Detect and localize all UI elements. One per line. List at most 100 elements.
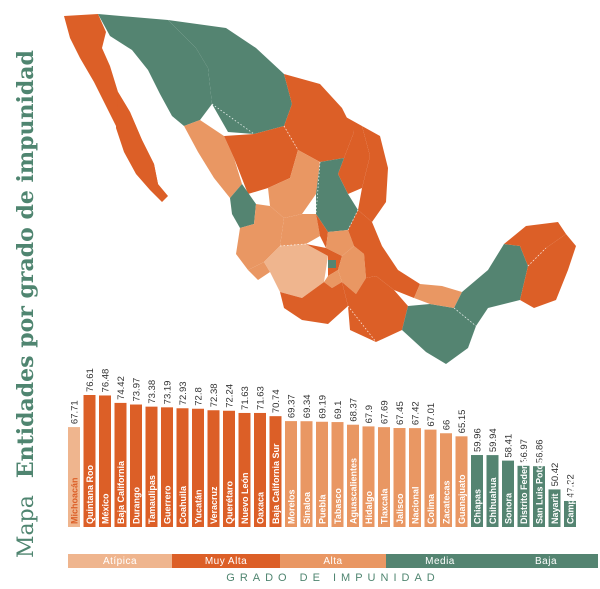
bar-12 xyxy=(254,412,266,527)
bar-value-label: 72.8 xyxy=(194,387,205,406)
map-region-chiapas xyxy=(402,304,476,364)
bar-29 xyxy=(517,465,530,527)
legend-item-atipica: Atípica xyxy=(68,554,172,568)
bar-category-label: Quintana Roo xyxy=(85,465,95,524)
map-region-guanajuato xyxy=(280,214,320,246)
bar-category-label: Yucatán xyxy=(194,489,204,524)
bar-27 xyxy=(486,455,499,527)
bar-6 xyxy=(161,407,173,527)
bar-14 xyxy=(285,421,297,527)
bar-category-label: Morelos xyxy=(287,489,297,524)
bar-category-label: Jalisco xyxy=(395,493,405,524)
bar-3 xyxy=(114,402,127,527)
bar-28 xyxy=(502,460,514,527)
bar-value-label: 70.74 xyxy=(271,389,282,413)
bar-value-label: 56.97 xyxy=(519,439,530,463)
bar-category-label: Tabasco xyxy=(333,488,343,524)
bar-value-label: 56.86 xyxy=(535,439,546,463)
bar-value-label: 47.22 xyxy=(566,474,577,498)
bar-value-label: 50.42 xyxy=(550,463,561,487)
map-region-oaxaca xyxy=(342,276,408,342)
bar-category-label: Durango xyxy=(132,487,142,525)
bar-value-label: 68.37 xyxy=(349,398,360,422)
bar-category-label: Baja California xyxy=(116,460,126,524)
map-region-veracruz xyxy=(348,210,420,298)
bar-10 xyxy=(223,410,235,527)
bar-17 xyxy=(331,422,344,527)
bar-category-label: Guanajuato xyxy=(457,474,467,524)
bar-32 xyxy=(564,500,576,527)
bar-19 xyxy=(362,426,375,527)
legend-title: GRADO DE IMPUNIDAD xyxy=(226,572,440,584)
bar-value-label: 67.71 xyxy=(70,400,81,424)
legend-bar: Atípica Muy Alta Alta Media Baja xyxy=(68,554,598,568)
map-region-nuevo-leon xyxy=(338,116,370,194)
map-region-zacatecas xyxy=(268,150,320,218)
bar-category-label: Tlaxcala xyxy=(380,487,390,524)
bar-value-label: 72.93 xyxy=(178,381,189,405)
bar-25 xyxy=(455,436,468,527)
bar-31 xyxy=(548,489,561,527)
mexico-map xyxy=(64,14,576,364)
bar-30 xyxy=(533,466,545,527)
bar-21 xyxy=(393,428,406,527)
bar-category-label: Zacatecas xyxy=(442,480,452,524)
bar-16 xyxy=(316,421,328,527)
bar-category-label: Aguascalientes xyxy=(349,458,359,524)
map-region-colima xyxy=(248,262,270,280)
bar-category-label: Distrito Federal xyxy=(519,458,529,524)
legend-item-muy-alta: Muy Alta xyxy=(172,554,280,568)
map-region-sonora xyxy=(98,14,212,126)
bar-value-label: 76.61 xyxy=(85,368,96,392)
bar-category-label: Veracruz xyxy=(209,486,219,524)
map-region-queretaro xyxy=(316,214,328,248)
bar-26 xyxy=(471,455,483,527)
bar-1 xyxy=(83,395,96,527)
bar-value-label: 69.1 xyxy=(333,401,344,420)
bar-value-label: 67.45 xyxy=(395,401,406,425)
map-title-prefix: Mapa xyxy=(14,495,39,558)
map-region-sinaloa xyxy=(184,120,242,198)
bar-category-label: Campeche xyxy=(566,478,576,524)
map-region-chihuahua xyxy=(168,20,292,134)
bar-value-label: 72.38 xyxy=(209,383,220,407)
map-region-campeche xyxy=(454,244,528,326)
bar-24 xyxy=(440,433,452,527)
bar-value-label: 73.97 xyxy=(132,378,143,402)
bar-category-label: Baja California Sur xyxy=(271,443,281,524)
bar-20 xyxy=(378,427,390,527)
bar-value-label: 74.42 xyxy=(116,376,127,400)
bar-9 xyxy=(207,410,220,527)
map-region-yucatan xyxy=(504,222,566,266)
bar-5 xyxy=(145,406,158,527)
bar-category-label: Nacional xyxy=(411,486,421,524)
bar-value-label: 73.38 xyxy=(147,380,158,404)
bar-category-label: Chiapas xyxy=(473,489,483,524)
bar-value-label: 76.48 xyxy=(101,369,112,393)
bar-11 xyxy=(238,412,251,527)
bar-value-label: 67.9 xyxy=(364,405,375,424)
bar-value-label: 67.01 xyxy=(426,403,437,427)
map-region-michoacan xyxy=(264,244,328,298)
legend-item-baja: Baja xyxy=(494,554,598,568)
map-region-puebla xyxy=(338,246,366,294)
map-region-tamaulipas xyxy=(358,126,388,222)
map-region-coahuila xyxy=(284,74,354,162)
legend-item-media: Media xyxy=(386,554,494,568)
map-region-guerrero xyxy=(280,282,348,324)
bar-22 xyxy=(409,428,421,527)
bar-category-label: Guerrero xyxy=(163,485,173,524)
bar-category-label: Sonora xyxy=(504,492,514,524)
bar-8 xyxy=(192,408,204,527)
bar-15 xyxy=(300,421,313,527)
bar-18 xyxy=(347,424,359,527)
map-region-baja-california-sur xyxy=(116,92,168,202)
bar-category-label: San Luis Potosí xyxy=(535,456,545,524)
bar-value-label: 71.63 xyxy=(256,386,267,410)
map-region-durango xyxy=(224,126,298,194)
bar-value-label: 67.69 xyxy=(380,400,391,424)
bar-2 xyxy=(99,395,111,527)
map-title-main: Entidades por grado de impunidad xyxy=(13,50,39,478)
map-title: Mapa Entidades por grado de impunidad xyxy=(13,50,39,558)
bar-13 xyxy=(269,416,282,527)
